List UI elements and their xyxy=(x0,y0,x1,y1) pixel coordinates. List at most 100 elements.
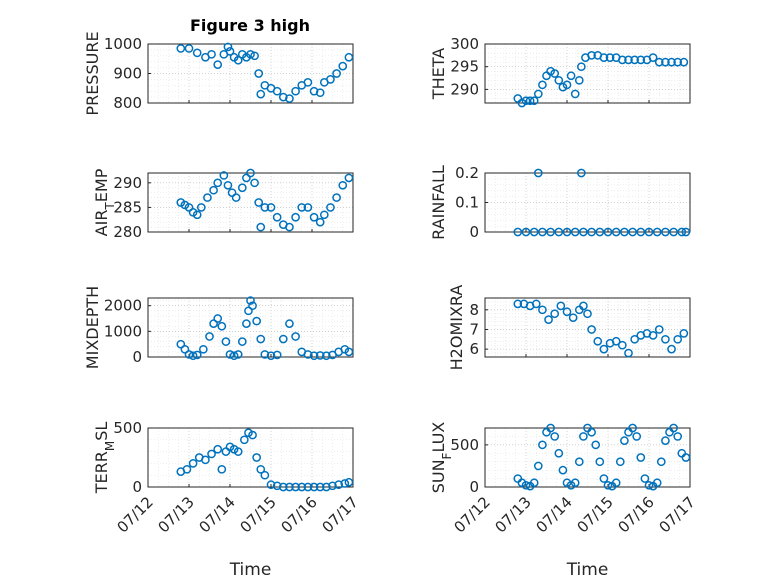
data-point xyxy=(254,198,264,207)
y-axis-label: MIXDEPTH xyxy=(83,286,102,369)
data-point xyxy=(272,350,282,360)
data-point xyxy=(196,203,206,212)
y-tick-label: 0 xyxy=(469,223,479,241)
data-point xyxy=(599,53,609,62)
data-point xyxy=(272,481,282,491)
data-point xyxy=(577,62,586,72)
axes-frame xyxy=(147,427,354,488)
data-point xyxy=(531,299,541,309)
data-point xyxy=(544,315,553,324)
data-point xyxy=(603,227,613,237)
data-point xyxy=(618,340,627,350)
data-point xyxy=(315,88,325,98)
data-point xyxy=(529,227,539,237)
data-point xyxy=(595,227,605,237)
data-point xyxy=(248,301,257,311)
data-point xyxy=(332,69,341,78)
data-point xyxy=(599,344,609,354)
data-point xyxy=(579,301,588,311)
data-point xyxy=(538,80,547,90)
data-point xyxy=(533,461,543,471)
y-tick-label: 0 xyxy=(469,478,479,496)
data-point xyxy=(252,316,261,326)
data-point xyxy=(667,57,676,67)
data-point xyxy=(661,227,670,237)
x-tick-label: 07/12 xyxy=(114,493,157,536)
data-point xyxy=(538,227,547,237)
data-point xyxy=(237,337,247,346)
data-point xyxy=(570,227,580,237)
data-point xyxy=(550,432,560,441)
y-axis-label: H2OMIXRA xyxy=(447,285,466,371)
data-point xyxy=(632,432,642,441)
data-point xyxy=(322,351,331,361)
data-point xyxy=(209,319,218,329)
data-point xyxy=(291,482,300,492)
data-point xyxy=(250,51,259,61)
data-point xyxy=(291,86,300,96)
data-point xyxy=(546,227,555,237)
data-point xyxy=(554,227,564,237)
data-point xyxy=(525,96,535,106)
data-point xyxy=(615,457,625,467)
axes-border xyxy=(484,43,691,104)
data-point xyxy=(213,314,223,323)
data-point xyxy=(661,436,670,445)
data-point xyxy=(344,347,354,357)
data-point xyxy=(254,69,264,78)
data-point xyxy=(587,427,596,437)
data-point xyxy=(667,344,676,354)
y-tick-label: 900 xyxy=(113,65,142,83)
data-point xyxy=(630,55,640,65)
data-point xyxy=(303,203,313,212)
data-point xyxy=(533,89,543,99)
y-tick-label: 800 xyxy=(113,94,142,112)
subplot-terr-msl: 07/1207/1307/1407/1507/1607/170500TERRMS… xyxy=(92,419,362,580)
data-point xyxy=(562,80,572,90)
y-axis-label: SUNFLUX xyxy=(429,422,454,494)
data-point xyxy=(240,435,249,445)
data-point xyxy=(636,227,646,237)
y-tick-label: 1000 xyxy=(104,35,142,53)
data-point xyxy=(217,464,227,474)
y-axis-label: THETA xyxy=(429,48,448,100)
y-tick-label: 295 xyxy=(450,58,479,76)
data-point xyxy=(344,173,354,183)
data-point xyxy=(309,86,319,96)
axes-border xyxy=(147,43,354,104)
data-point xyxy=(521,480,531,490)
y-tick-label: 0.1 xyxy=(455,194,479,212)
data-point xyxy=(315,217,325,227)
data-point xyxy=(297,203,307,212)
axes-frame xyxy=(147,297,354,358)
x-tick-label: 07/13 xyxy=(492,493,535,536)
y-tick-label: 0 xyxy=(132,478,142,496)
data-point xyxy=(250,178,259,188)
y-tick-label: 0.2 xyxy=(455,164,479,182)
y-axis-label: PRESSURE xyxy=(83,31,102,115)
data-point xyxy=(221,337,231,346)
data-point xyxy=(242,319,251,329)
data-point xyxy=(309,212,319,222)
data-point xyxy=(201,455,210,465)
data-point xyxy=(205,332,214,341)
y-tick-label: 7 xyxy=(469,320,479,338)
data-point xyxy=(252,453,261,462)
data-point xyxy=(256,222,266,232)
data-point xyxy=(521,227,531,237)
data-point xyxy=(256,89,266,99)
data-point xyxy=(303,350,313,359)
data-point xyxy=(603,480,613,490)
data-point xyxy=(213,178,223,188)
data-point xyxy=(199,344,208,354)
data-point xyxy=(326,203,335,212)
x-tick-label: 07/12 xyxy=(451,493,494,536)
data-point xyxy=(652,478,662,488)
data-point xyxy=(209,185,218,195)
data-point xyxy=(338,61,348,71)
data-point xyxy=(203,193,212,202)
data-point xyxy=(605,53,615,62)
data-point xyxy=(237,183,247,193)
data-point xyxy=(628,227,637,237)
